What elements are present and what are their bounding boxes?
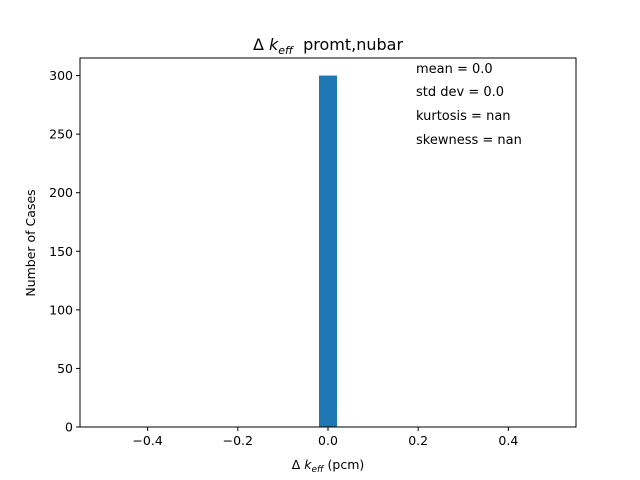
bars-layer bbox=[318, 75, 338, 428]
y-tick-label: 50 bbox=[57, 361, 73, 376]
y-tick-label: 300 bbox=[49, 68, 73, 83]
x-tick-label: −0.2 bbox=[223, 433, 253, 448]
x-tick-label: −0.4 bbox=[132, 433, 162, 448]
x-axis-label: Δ keff (pcm) bbox=[292, 457, 365, 475]
y-tick-label: 0 bbox=[65, 420, 73, 435]
plot-frame bbox=[79, 57, 577, 428]
x-tick-label: 0.4 bbox=[498, 433, 518, 448]
stat-skewness: skewness = nan bbox=[416, 133, 522, 148]
stats-annotation: mean = 0.0 std dev = 0.0 kurtosis = nan … bbox=[416, 62, 522, 148]
y-axis-label: Number of Cases bbox=[23, 189, 38, 296]
stat-std-dev: std dev = 0.0 bbox=[416, 85, 504, 100]
y-tick-label: 200 bbox=[49, 185, 73, 200]
x-tick-label: 0.2 bbox=[408, 433, 428, 448]
x-tick-label: 0.0 bbox=[318, 433, 338, 448]
y-tick-label: 250 bbox=[49, 127, 73, 142]
y-tick-label: 100 bbox=[49, 302, 73, 317]
ticks-layer: −0.4 −0.2 0.0 0.2 0.4 0 50 100 150 200 250 300 bbox=[49, 68, 518, 448]
chart-title: Δ keff promt,nubar bbox=[253, 35, 404, 57]
stat-kurtosis: kurtosis = nan bbox=[416, 109, 511, 124]
stat-mean: mean = 0.0 bbox=[416, 62, 493, 77]
histogram-bar-0 bbox=[318, 75, 338, 428]
y-tick-label: 150 bbox=[49, 244, 73, 259]
